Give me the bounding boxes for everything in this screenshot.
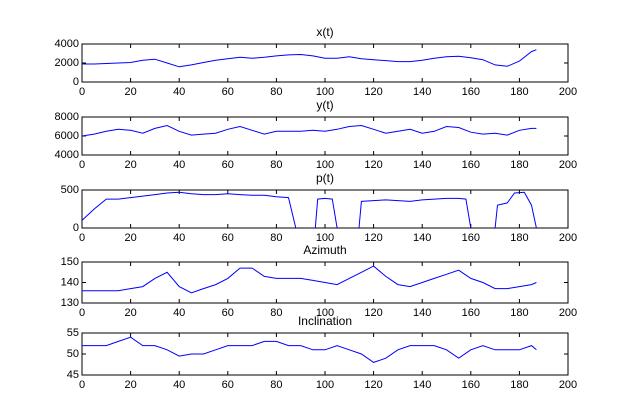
x-tick-label: 160 bbox=[462, 379, 480, 391]
x-tick-label: 120 bbox=[364, 159, 382, 171]
y-tick-label: 150 bbox=[61, 256, 79, 268]
x-tick-label: 20 bbox=[124, 307, 136, 319]
x-tick-label: 140 bbox=[413, 159, 431, 171]
y-tick-label: 0 bbox=[73, 76, 79, 88]
data-line bbox=[81, 124, 537, 137]
data-line bbox=[82, 336, 537, 363]
x-tick-label: 180 bbox=[510, 159, 528, 171]
y-tick-label: 45 bbox=[67, 369, 79, 381]
x-tick-label: 160 bbox=[462, 307, 480, 319]
x-tick-label: 160 bbox=[462, 232, 480, 244]
x-tick-label: 200 bbox=[559, 86, 577, 98]
x-tick-label: 120 bbox=[364, 379, 382, 391]
x-tick-label: 60 bbox=[222, 379, 234, 391]
x-tick-label: 200 bbox=[559, 379, 577, 391]
x-tick-label: 0 bbox=[79, 379, 85, 391]
y-tick-label: 4000 bbox=[55, 38, 79, 50]
x-tick-label: 80 bbox=[270, 159, 282, 171]
x-tick-label: 40 bbox=[173, 159, 185, 171]
axes-box bbox=[81, 116, 569, 156]
x-tick-label: 0 bbox=[79, 159, 85, 171]
x-tick-label: 100 bbox=[316, 307, 334, 319]
subplot-title: y(t) bbox=[316, 98, 333, 112]
x-tick-label: 80 bbox=[270, 379, 282, 391]
x-tick-label: 80 bbox=[270, 232, 282, 244]
subplot-title: p(t) bbox=[316, 171, 334, 185]
subplot-title: Azimuth bbox=[303, 243, 346, 257]
x-tick-label: 20 bbox=[124, 159, 136, 171]
x-tick-label: 60 bbox=[222, 86, 234, 98]
x-tick-label: 40 bbox=[173, 86, 185, 98]
x-tick-label: 60 bbox=[222, 159, 234, 171]
x-tick-label: 20 bbox=[124, 86, 136, 98]
y-tick-label: 2000 bbox=[55, 57, 79, 69]
axes-box bbox=[81, 43, 569, 83]
x-tick-label: 140 bbox=[413, 232, 431, 244]
x-tick-label: 20 bbox=[124, 232, 136, 244]
axes-box bbox=[81, 332, 569, 376]
x-tick-label: 60 bbox=[222, 232, 234, 244]
subplot-title: Inclination bbox=[298, 314, 352, 328]
y-tick-label: 55 bbox=[67, 327, 79, 339]
x-tick-label: 40 bbox=[173, 307, 185, 319]
x-tick-label: 0 bbox=[79, 232, 85, 244]
y-tick-label: 130 bbox=[61, 297, 79, 309]
x-tick-label: 20 bbox=[124, 379, 136, 391]
y-tick-label: 4000 bbox=[55, 149, 79, 161]
y-tick-label: 50 bbox=[67, 348, 79, 360]
x-tick-label: 40 bbox=[173, 379, 185, 391]
data-line bbox=[82, 265, 537, 294]
x-tick-label: 100 bbox=[316, 379, 334, 391]
data-line bbox=[82, 49, 537, 68]
x-tick-label: 180 bbox=[510, 307, 528, 319]
x-tick-label: 100 bbox=[316, 159, 334, 171]
x-tick-label: 200 bbox=[559, 232, 577, 244]
x-tick-label: 160 bbox=[462, 159, 480, 171]
x-tick-label: 180 bbox=[510, 232, 528, 244]
x-tick-label: 140 bbox=[413, 86, 431, 98]
x-tick-label: 180 bbox=[510, 379, 528, 391]
y-tick-label: 140 bbox=[61, 276, 79, 288]
y-tick-label: 500 bbox=[61, 184, 79, 196]
x-tick-label: 0 bbox=[79, 307, 85, 319]
x-tick-label: 0 bbox=[79, 86, 85, 98]
x-tick-label: 120 bbox=[364, 307, 382, 319]
x-tick-label: 140 bbox=[413, 307, 431, 319]
x-tick-label: 180 bbox=[510, 86, 528, 98]
y-tick-label: 8000 bbox=[55, 111, 79, 123]
axes-box bbox=[81, 189, 569, 229]
x-tick-label: 140 bbox=[413, 379, 431, 391]
x-tick-label: 100 bbox=[316, 86, 334, 98]
x-tick-label: 100 bbox=[316, 232, 334, 244]
y-tick-label: 0 bbox=[73, 222, 79, 234]
y-tick-label: 6000 bbox=[55, 130, 79, 142]
x-tick-label: 120 bbox=[364, 232, 382, 244]
x-tick-label: 60 bbox=[222, 307, 234, 319]
x-tick-label: 200 bbox=[559, 159, 577, 171]
data-line bbox=[81, 191, 537, 229]
x-tick-label: 80 bbox=[270, 307, 282, 319]
x-tick-label: 200 bbox=[559, 307, 577, 319]
x-tick-label: 120 bbox=[364, 86, 382, 98]
x-tick-label: 80 bbox=[270, 86, 282, 98]
x-tick-label: 160 bbox=[462, 86, 480, 98]
subplot-title: x(t) bbox=[316, 25, 333, 39]
x-tick-label: 40 bbox=[173, 232, 185, 244]
